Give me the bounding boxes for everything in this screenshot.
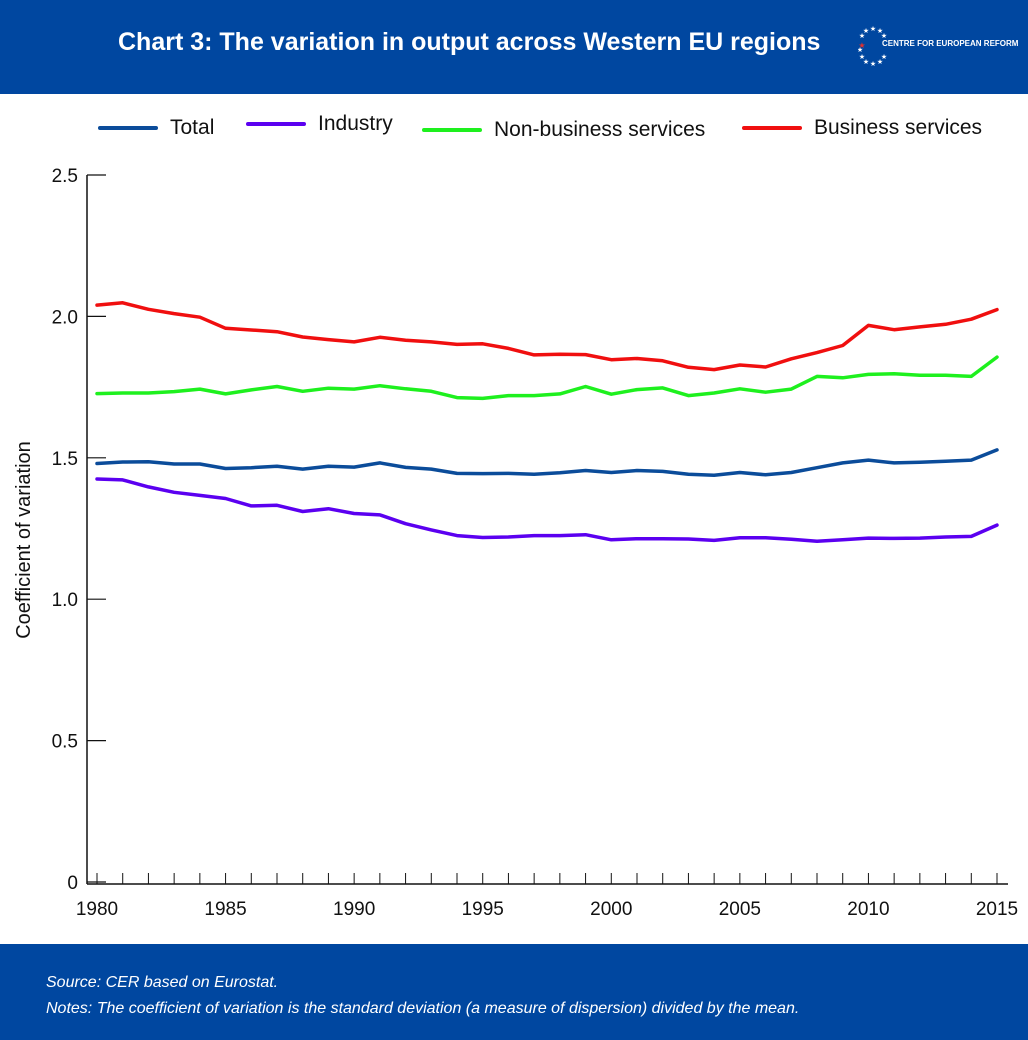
y-tick-label-2: 1.0 [52,590,78,611]
legend-item-non-business-services: Non-business services [422,118,705,142]
source-note: Source: CER based on Eurostat. [46,974,279,991]
legend-label-total: Total [170,116,215,139]
line-chart: 0 0.5 1.0 1.5 2.0 2.5 1980 1985 1990 1995 2000 2005… [13,166,1019,920]
x-tick-label-1980: 1980 [76,899,118,920]
legend-label-industry: Industry [318,112,393,135]
svg-text:★: ★ [863,27,869,35]
x-tick-label-1990: 1990 [333,899,375,920]
svg-text:★: ★ [870,25,876,33]
chart-legend: Total Industry Non-business services Bus… [0,108,1028,148]
svg-text:★: ★ [863,58,869,66]
eu-stars-icon: ★ ★ ★ ★ ★ ★ ★ ★ ★ ★ ★ ★ [858,25,887,68]
chart-series [95,301,999,543]
svg-text:★: ★ [877,58,883,66]
chart-footer: Source: CER based on Eurostat. Notes: Th… [0,944,1028,1040]
legend-label-non-business-services: Non-business services [494,118,706,141]
series-line-total [95,448,999,478]
x-tick-label-1995: 1995 [462,899,504,920]
x-tick-label-2005: 2005 [719,899,761,920]
y-tick-label-5: 2.5 [52,166,78,187]
svg-text:★: ★ [870,60,876,68]
x-tick-label-2000: 2000 [590,899,632,920]
legend-swatch-industry [246,122,306,126]
notes-text: Notes: The coefficient of variation is t… [46,1000,800,1017]
logo-text: CENTRE FOR EUROPEAN REFORM [882,39,1019,48]
chart-header: Chart 3: The variation in output across … [0,0,1028,94]
x-tick-label-2015: 2015 [976,899,1018,920]
svg-text:★: ★ [881,32,887,40]
svg-text:★: ★ [877,27,883,35]
legend-swatch-business-services [742,126,802,130]
svg-text:★: ★ [858,41,865,50]
legend-swatch-total [98,126,158,130]
svg-text:★: ★ [881,53,887,61]
y-tick-label-0: 0 [67,873,78,894]
legend-item-total: Total [98,116,214,140]
series-line-industry [95,477,999,543]
y-axis-label: Coefficient of variation [13,441,35,639]
svg-text:★: ★ [859,32,865,40]
series-line-business-services [95,301,999,372]
y-tick-label-4: 2.0 [52,307,78,328]
y-tick-label-1: 0.5 [52,732,78,753]
y-tick-label-3: 1.5 [52,449,78,470]
legend-item-business-services: Business services [742,116,982,140]
cer-logo: ★ ★ ★ ★ ★ ★ ★ ★ ★ ★ ★ ★ CENTRE FOR EUROP… [858,24,1018,70]
chart-axes: 0 0.5 1.0 1.5 2.0 2.5 1980 1985 1990 1995 2000 2005… [52,166,1019,920]
legend-label-business-services: Business services [814,116,983,139]
svg-text:★: ★ [858,46,863,54]
x-tick-label-2010: 2010 [847,899,889,920]
series-line-non-business-services [95,355,999,401]
x-tick-label-1985: 1985 [204,899,246,920]
legend-item-industry: Industry [246,112,393,136]
svg-text:★: ★ [859,53,865,61]
chart-title: Chart 3: The variation in output across … [118,28,821,56]
legend-swatch-non-business-services [422,128,482,132]
